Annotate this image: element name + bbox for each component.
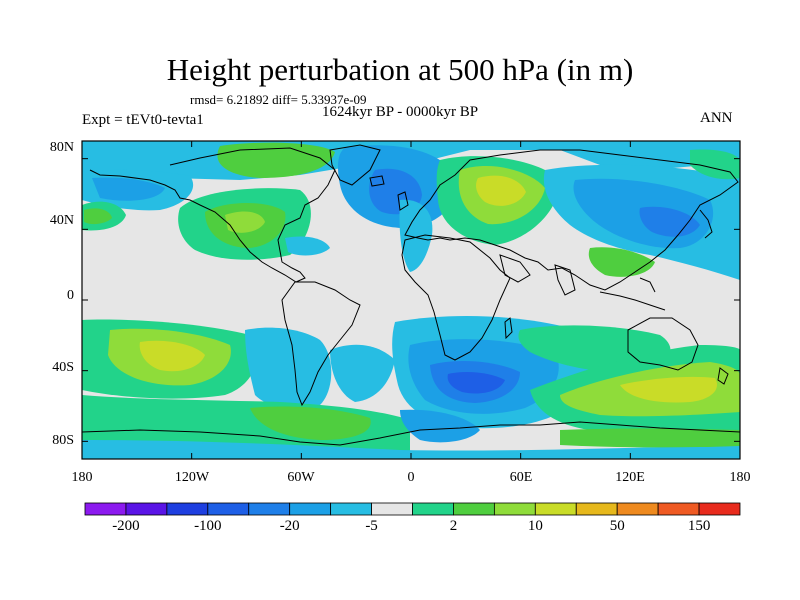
atlantic-negative-blob — [285, 236, 330, 256]
colorbar-swatch — [248, 502, 291, 516]
colorbar-swatch — [575, 502, 618, 516]
height-field-map — [82, 141, 740, 459]
antarctic-band-mixed — [82, 440, 740, 459]
lon-label-180w: 180 — [71, 470, 93, 485]
south-pacific-positive-core — [139, 340, 205, 372]
eurasia-positive-core — [476, 175, 526, 206]
australia-south-positive-core — [620, 376, 718, 403]
lat-label-80s: 80S — [52, 433, 74, 448]
axis-ticks — [81, 141, 741, 459]
colorbar-swatch — [616, 502, 659, 516]
lon-label-0: 0 — [407, 470, 415, 485]
na-positive-inner — [225, 211, 265, 233]
colorbar-swatch — [412, 502, 454, 516]
asia-negative-inner — [639, 206, 700, 237]
mid-atlantic-negative — [399, 199, 433, 272]
south-atlantic-negative — [330, 344, 395, 402]
colorbar-label: -20 — [279, 518, 300, 534]
colorbar-swatch — [330, 502, 372, 516]
plot-title: Height perturbation at 500 hPa (in m) — [166, 52, 634, 87]
lat-label-0: 0 — [67, 288, 74, 303]
colorbar-label: 10 — [527, 518, 543, 534]
colorbar-swatch — [84, 502, 127, 516]
antarctic-positive-east — [560, 428, 740, 448]
lon-label-60e: 60E — [509, 470, 533, 485]
colorbar-swatch — [289, 502, 332, 516]
colorbar-swatch — [698, 502, 741, 516]
ne-pacific-positive-core — [84, 208, 112, 225]
colorbar-swatch — [534, 502, 577, 516]
colorbar — [84, 502, 741, 516]
time-period-label: 1624kyr BP - 0000kyr BP — [322, 104, 479, 120]
colorbar-label: -100 — [194, 518, 222, 534]
pacific-low-west-core — [92, 177, 165, 201]
greenland-positive — [217, 142, 335, 178]
lon-label-120e: 120E — [615, 470, 645, 485]
lon-label-180e: 180 — [729, 470, 751, 485]
lat-label-40s: 40S — [52, 360, 74, 375]
colorbar-swatch — [125, 502, 168, 516]
colorbar-label: -200 — [112, 518, 140, 534]
experiment-label: Expt = tEVt0-tevta1 — [82, 112, 204, 128]
lon-label-60w: 60W — [287, 470, 315, 485]
antarctic-negative — [400, 409, 480, 443]
lat-label-80n: 80N — [49, 140, 74, 155]
colorbar-label: -5 — [365, 518, 378, 534]
colorbar-swatch — [493, 502, 536, 516]
lat-label-40n: 40N — [49, 213, 74, 228]
southern-ocean-positive-west-core — [250, 406, 371, 440]
colorbar-swatch — [166, 502, 209, 516]
colorbar-swatch — [453, 502, 495, 516]
season-label: ANN — [700, 110, 733, 126]
colorbar-label: 2 — [449, 518, 458, 534]
indian-ocean-negative-inner — [447, 372, 505, 394]
rmsd-diff-stats: rmsd= 6.21892 diff= 5.33937e-09 — [190, 92, 367, 107]
coastlines — [82, 144, 740, 446]
colorbar-swatch — [207, 502, 250, 516]
south-america-negative — [245, 327, 332, 409]
colorbar-swatch — [657, 502, 700, 516]
colorbar-label: 50 — [609, 518, 625, 534]
colorbar-swatch — [371, 502, 413, 516]
lon-label-120w: 120W — [174, 470, 210, 485]
colorbar-label: 150 — [687, 518, 711, 534]
